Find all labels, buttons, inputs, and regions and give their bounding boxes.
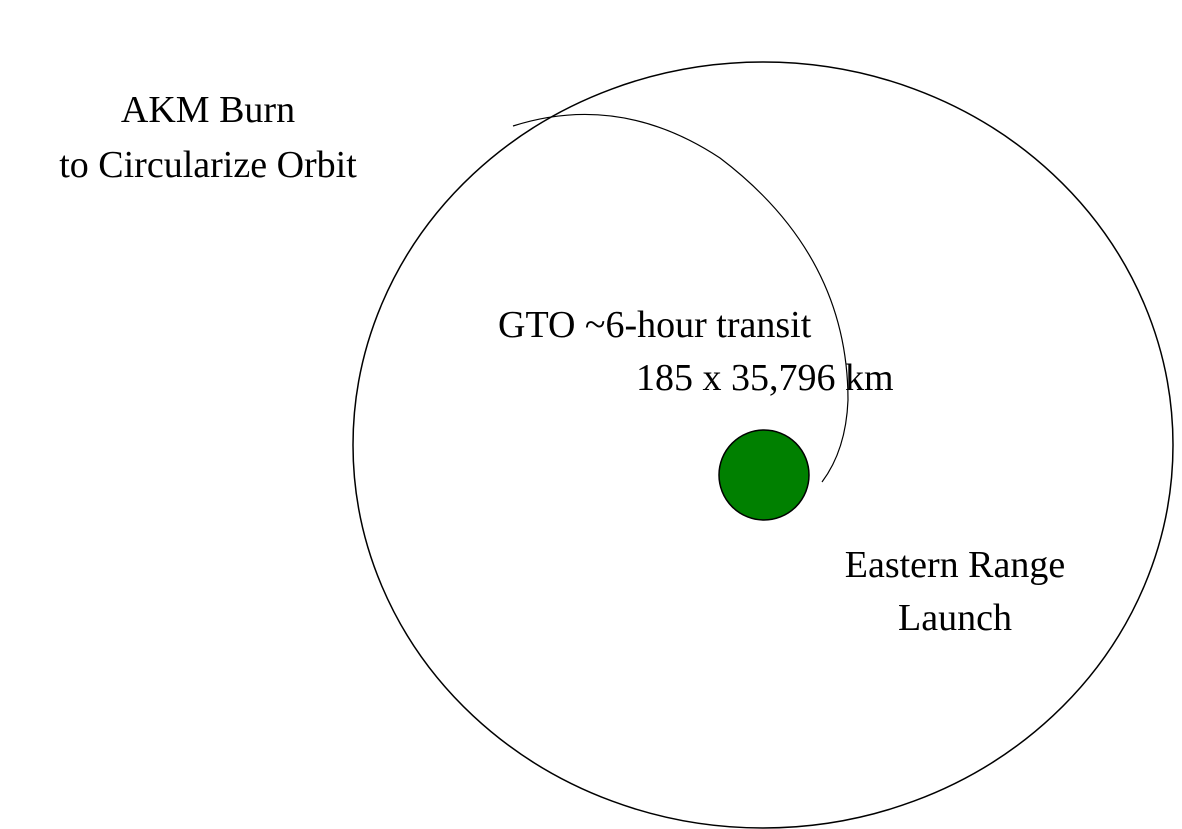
launch-label: Eastern Range — [845, 544, 1066, 586]
launch-label: Launch — [898, 597, 1012, 639]
earth — [718, 429, 810, 521]
gto-label: GTO ~6-hour transit — [498, 304, 812, 346]
gto-label: 185 x 35,796 km — [636, 357, 894, 399]
transfer-orbit — [512, 113, 849, 483]
akm-label: AKM Burn — [121, 89, 295, 131]
geo-orbit — [352, 61, 1174, 829]
akm-label: to Circularize Orbit — [59, 144, 357, 186]
